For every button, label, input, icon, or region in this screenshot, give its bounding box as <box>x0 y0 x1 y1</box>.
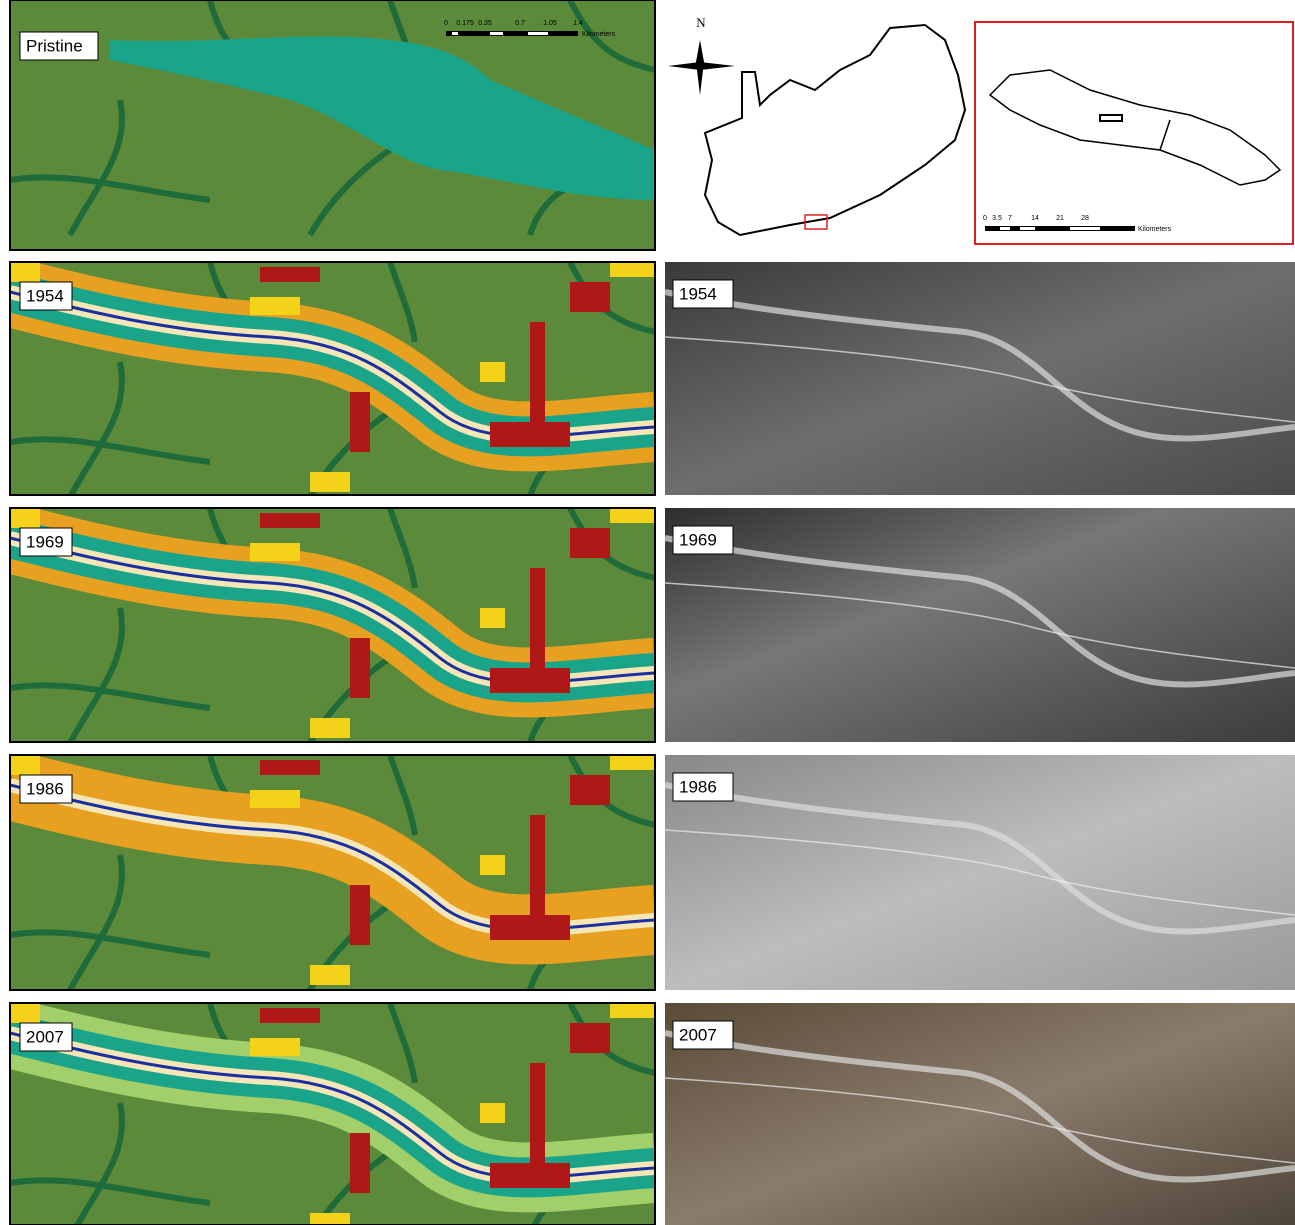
cultivated-patch <box>530 815 545 915</box>
photo-background <box>665 508 1295 742</box>
map-content <box>10 0 655 250</box>
scale-tick-label: 0.35 <box>478 20 492 27</box>
yellow-patch <box>480 362 505 382</box>
yellow-patch <box>250 790 300 808</box>
scale-tick-label: 0 <box>444 20 448 27</box>
scale-tick-label: 7 <box>1008 215 1012 222</box>
scale-tick-label: 3.5 <box>992 215 1002 222</box>
map-content <box>10 755 655 990</box>
panel-label: 1954 <box>679 284 717 303</box>
panel-label: Pristine <box>26 36 83 55</box>
yellow-patch <box>10 508 40 528</box>
scale-tick-label: 1.4 <box>573 20 583 27</box>
cultivated-patch <box>570 1023 610 1053</box>
panel-label: 1954 <box>26 286 64 305</box>
scale-tick-label: 0.7 <box>515 20 525 27</box>
cultivated-patch <box>260 1008 320 1023</box>
yellow-patch <box>480 855 505 875</box>
scale-segment <box>1070 227 1100 230</box>
scale-segment <box>490 32 503 35</box>
cultivated-patch <box>490 668 570 693</box>
scale-tick-label: 0 <box>983 215 987 222</box>
yellow-patch <box>10 755 40 775</box>
cultivated-patch <box>490 915 570 940</box>
aerial-photo: 1969 <box>665 508 1295 742</box>
north-label: N <box>696 15 706 30</box>
north-arrow <box>668 40 735 95</box>
country-outline <box>705 25 965 235</box>
land-cover-map: 1954 <box>10 262 655 497</box>
locator: N 0 3.5 7 14 21 28 Kilometers <box>668 15 1293 244</box>
cultivated-patch <box>350 1133 370 1193</box>
panel-label: 1969 <box>26 532 64 551</box>
panel-label: 1986 <box>679 777 717 796</box>
scale-bar <box>446 31 578 36</box>
cultivated-patch <box>570 282 610 312</box>
scale-unit: Kilometers <box>582 31 616 38</box>
yellow-patch <box>480 1103 505 1123</box>
scale-tick-label: 0.175 <box>456 20 474 27</box>
scale-segment <box>1020 227 1035 230</box>
land-cover-map: 2007 <box>10 1003 655 1225</box>
cultivated-patch <box>570 528 610 558</box>
yellow-patch <box>610 755 655 770</box>
scale-tick-label: 1.05 <box>543 20 557 27</box>
map-content <box>10 262 655 497</box>
cultivated-patch <box>490 1163 570 1188</box>
yellow-patch <box>310 718 350 738</box>
map-content <box>10 508 655 743</box>
yellow-patch <box>610 262 655 277</box>
cultivated-patch <box>260 513 320 528</box>
yellow-patch <box>10 1003 40 1023</box>
map-content <box>10 1003 655 1225</box>
scale-tick-label: 14 <box>1031 215 1039 222</box>
cultivated-patch <box>530 322 545 422</box>
aerial-photo: 1986 <box>665 755 1295 990</box>
land-cover-map: 1986 <box>10 755 655 990</box>
panel-label: 2007 <box>679 1025 717 1044</box>
photo-background <box>665 1003 1295 1225</box>
scale-segment <box>528 32 548 35</box>
panel-label: 1986 <box>26 779 64 798</box>
panel-label: 2007 <box>26 1027 64 1046</box>
yellow-patch <box>310 1213 350 1225</box>
yellow-patch <box>250 1038 300 1056</box>
cultivated-patch <box>490 422 570 447</box>
figure: N 0 3.5 7 14 21 28 Kilometers Pristine 1954 1969… <box>0 0 1295 1225</box>
aerial-photo: 1954 <box>665 262 1295 495</box>
yellow-patch <box>250 297 300 315</box>
photo-background <box>665 755 1295 990</box>
yellow-patch <box>480 608 505 628</box>
cultivated-patch <box>260 267 320 282</box>
land-cover-map: Pristine <box>10 0 655 250</box>
cultivated-patch <box>570 775 610 805</box>
cultivated-patch <box>530 568 545 668</box>
cultivated-patch <box>350 392 370 452</box>
land-cover-map: 1969 <box>10 508 655 743</box>
yellow-patch <box>310 472 350 492</box>
scale-unit: Kilometers <box>1138 226 1172 233</box>
panel-label: 1969 <box>679 530 717 549</box>
yellow-patch <box>610 1003 655 1018</box>
scale-segment <box>1000 227 1010 230</box>
scale-tick-label: 21 <box>1056 215 1064 222</box>
cultivated-patch <box>260 760 320 775</box>
aerial-photo: 2007 <box>665 1003 1295 1225</box>
yellow-patch <box>250 543 300 561</box>
yellow-patch <box>310 965 350 985</box>
cultivated-patch <box>350 638 370 698</box>
photo-background <box>665 262 1295 495</box>
yellow-patch <box>10 262 40 282</box>
scale-segment <box>452 32 458 35</box>
cultivated-patch <box>530 1063 545 1163</box>
yellow-patch <box>610 508 655 523</box>
scale-tick-label: 28 <box>1081 215 1089 222</box>
cultivated-patch <box>350 885 370 945</box>
